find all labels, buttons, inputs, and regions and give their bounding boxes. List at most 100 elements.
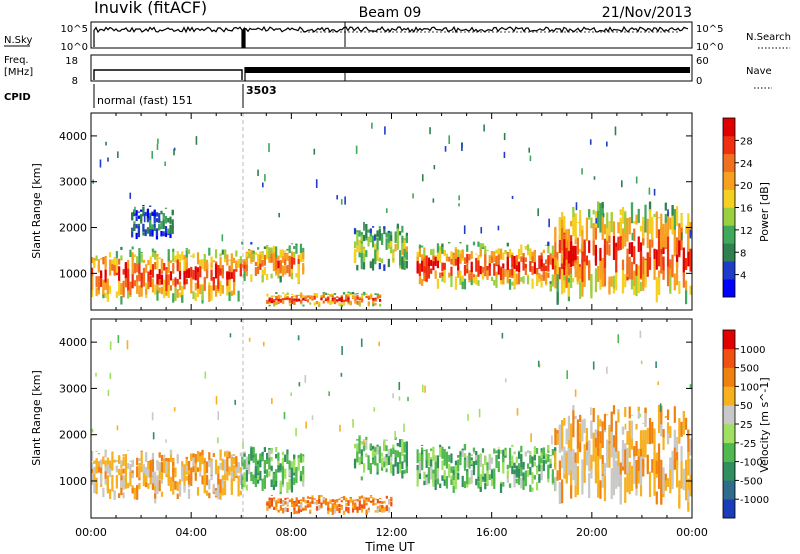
echo-cell	[252, 453, 255, 463]
echo-cell	[363, 291, 366, 293]
echo-cell	[232, 257, 236, 264]
echo-cell	[136, 484, 139, 500]
echo-cell	[490, 476, 494, 487]
echo-cell	[120, 246, 123, 250]
echo-cell	[205, 263, 209, 270]
echo-cell	[630, 202, 634, 224]
echo-cell	[374, 297, 377, 301]
echo-cell	[171, 219, 174, 229]
echo-cell	[484, 455, 487, 466]
echo-cell	[203, 478, 206, 494]
echo-cell	[403, 454, 406, 463]
echo-cell	[513, 255, 516, 270]
echo-cell	[293, 246, 296, 249]
echo-cell	[394, 431, 396, 439]
echo-cell	[517, 261, 521, 272]
echo-cell	[250, 250, 253, 263]
echo-cell	[572, 410, 575, 438]
echo-cell	[333, 499, 337, 502]
echo-cell	[503, 132, 506, 141]
echo-cell	[275, 480, 278, 487]
echo-cell	[531, 472, 534, 484]
echo-cell	[165, 269, 168, 280]
echo-cell	[621, 283, 625, 294]
echo-cell	[484, 267, 487, 277]
echo-cell	[556, 433, 559, 445]
echo-cell	[290, 392, 292, 397]
freq-unit-label: [MHz]	[4, 67, 33, 78]
colorbar-swatch	[723, 405, 735, 425]
echo-cell	[511, 444, 514, 447]
echo-cell	[520, 467, 523, 477]
echo-cell	[671, 205, 674, 216]
echo-cell	[215, 396, 218, 405]
echo-cell	[655, 491, 658, 505]
echo-cell	[134, 206, 136, 214]
echo-cell	[574, 245, 577, 260]
echo-cell	[502, 456, 505, 464]
echo-cell	[263, 246, 266, 249]
echo-cell	[479, 250, 482, 257]
echo-cell	[142, 267, 146, 277]
x-tick-label: 12:00	[376, 526, 408, 539]
echo-cell	[680, 213, 683, 225]
echo-cell	[284, 250, 287, 253]
echo-cell	[160, 210, 163, 215]
echo-cell	[272, 252, 276, 259]
echo-cell	[633, 270, 636, 286]
echo-cell	[306, 299, 310, 303]
echo-cell	[286, 248, 289, 251]
echo-cell	[570, 241, 573, 268]
echo-cell	[651, 421, 654, 444]
echo-cell	[205, 461, 209, 474]
echo-cell	[502, 252, 505, 254]
echo-cell	[228, 279, 231, 291]
echo-cell	[174, 277, 177, 290]
echo-cell	[243, 451, 246, 454]
echo-cell	[526, 470, 530, 477]
echo-cell	[104, 279, 107, 291]
echo-cell	[547, 242, 550, 254]
echo-cell	[468, 254, 471, 261]
echo-cell	[362, 442, 366, 452]
echo-cell	[497, 248, 500, 255]
echo-cell	[425, 457, 428, 468]
echo-cell	[635, 423, 638, 430]
echo-cell	[646, 252, 649, 277]
echo-cell	[603, 224, 607, 235]
echo-cell	[320, 295, 323, 297]
echo-cell	[504, 250, 507, 253]
echo-cell	[588, 443, 591, 456]
echo-cell	[372, 302, 375, 307]
echo-cell	[203, 254, 206, 263]
echo-cell	[309, 509, 312, 513]
echo-cell	[116, 425, 119, 431]
echo-cell	[401, 235, 404, 248]
echo-cell	[288, 469, 291, 477]
echo-cell	[133, 221, 136, 225]
echo-cell	[556, 470, 559, 481]
echo-cell	[648, 187, 651, 195]
echo-cell	[603, 238, 607, 269]
echo-cell	[556, 274, 559, 304]
echo-cell	[405, 260, 408, 269]
echo-cell	[439, 483, 442, 488]
echo-cell	[579, 414, 582, 423]
echo-cell	[678, 418, 681, 444]
echo-cell	[234, 399, 237, 405]
echo-cell	[371, 449, 375, 458]
echo-cell	[257, 169, 259, 177]
echo-cell	[396, 238, 399, 250]
echo-cell	[389, 451, 393, 457]
echo-cell	[378, 341, 380, 347]
echo-cell	[217, 265, 220, 274]
echo-cell	[401, 242, 404, 251]
echo-cell	[257, 262, 260, 275]
echo-cell	[324, 299, 328, 301]
echo-cell	[502, 267, 505, 280]
echo-cell	[178, 281, 182, 291]
echo-cell	[273, 299, 276, 302]
echo-cell	[327, 507, 330, 511]
echo-cell	[362, 463, 366, 473]
echo-cell	[376, 444, 379, 447]
